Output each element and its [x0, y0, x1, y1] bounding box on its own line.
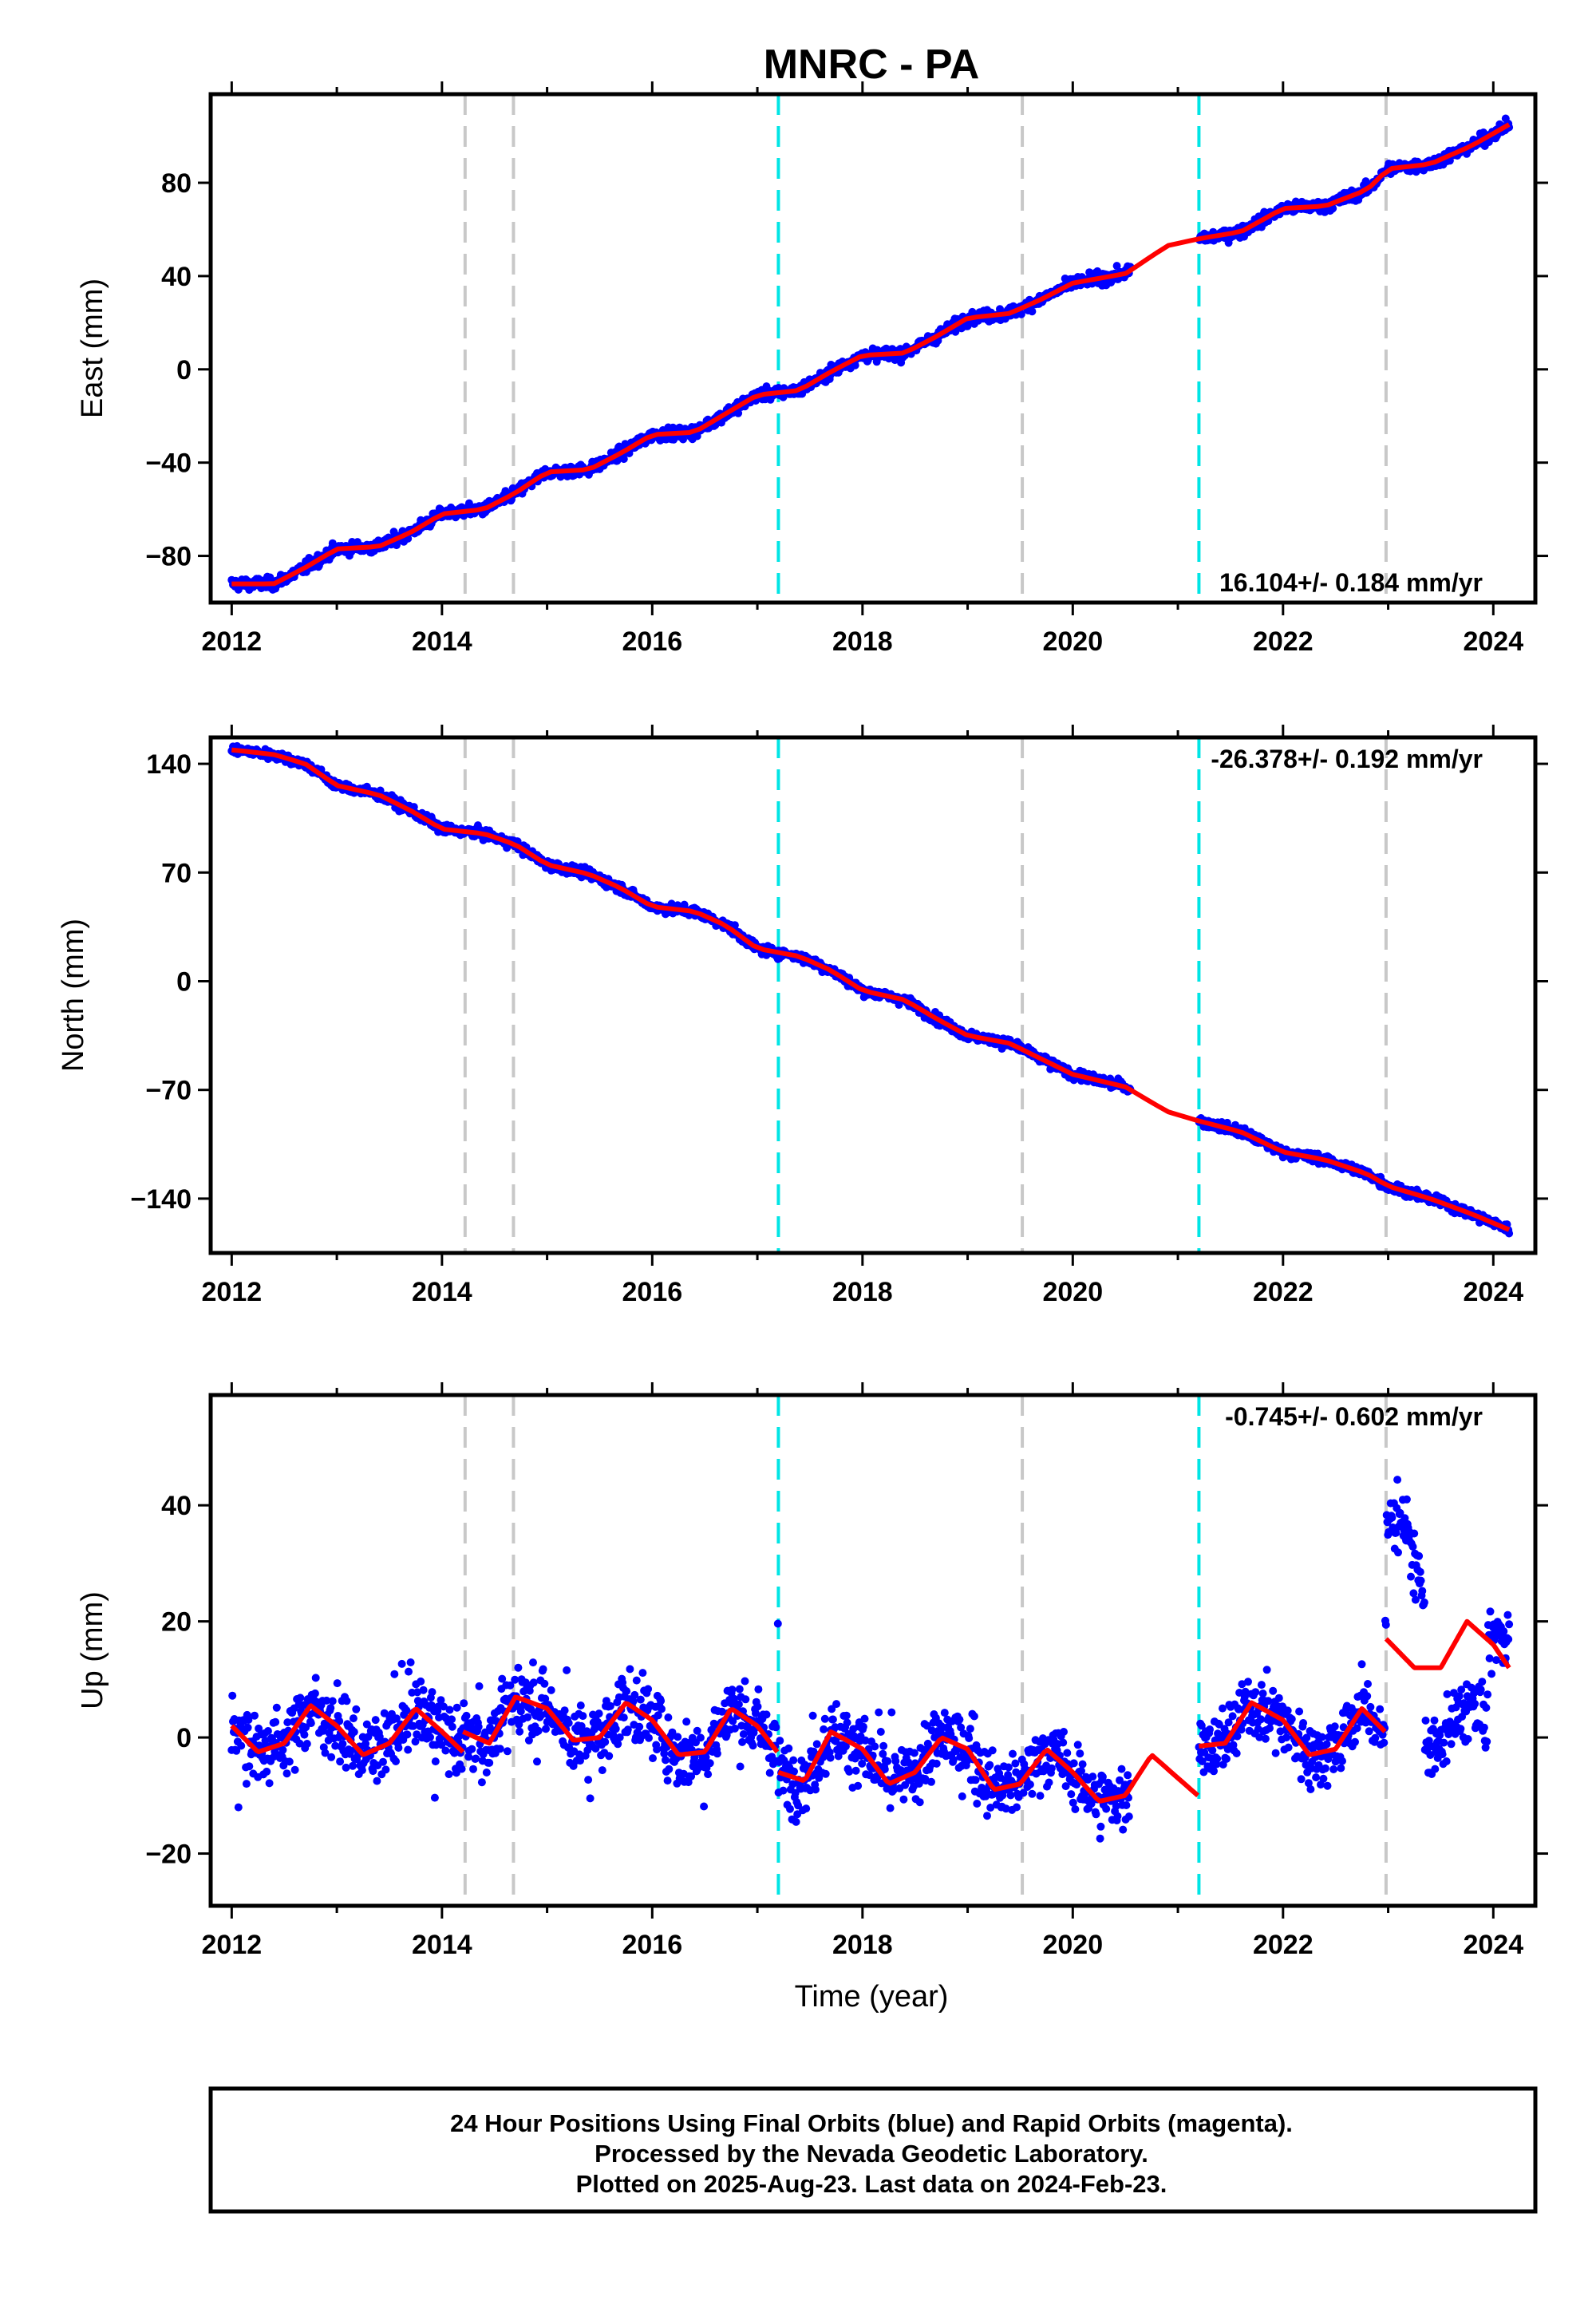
- velocity-rate: -26.378+/- 0.192 mm/yr: [1211, 745, 1483, 773]
- x-tick-label: 2012: [202, 1930, 263, 1960]
- y-axis: −80 −40 0 40 80: [145, 168, 1548, 572]
- x-tick-label: 2016: [622, 1930, 683, 1960]
- x-tick-label: 2014: [412, 626, 472, 657]
- x-axis-label: Time (year): [795, 1980, 949, 2014]
- fit-line: [230, 1703, 465, 1757]
- footer-box: 24 Hour Positions Using Final Orbits (bl…: [208, 2086, 1538, 2214]
- velocity-rate: 16.104+/- 0.184 mm/yr: [1219, 568, 1483, 597]
- velocity-rate: -0.745+/- 0.602 mm/yr: [1225, 1402, 1483, 1431]
- y-axis: −140 −70 0 70 140: [130, 749, 1548, 1215]
- x-tick-label: 2020: [1042, 626, 1103, 657]
- y-axis-label: North (mm): [57, 919, 90, 1072]
- footer-line-1: 24 Hour Positions Using Final Orbits (bl…: [450, 2109, 1293, 2137]
- y-tick-label: 40: [161, 262, 192, 292]
- plot-frame: [208, 1393, 1538, 1908]
- footer-line-3: Plotted on 2025-Aug-23. Last data on 202…: [576, 2170, 1167, 2198]
- x-tick-label: 2018: [832, 626, 893, 657]
- up-panel: 2012 2014 2016 2018 2020 2022 2024 −20 0 20 40 Up (…: [76, 1382, 1548, 1960]
- x-axis: 2012 2014 2016 2018 2020 2022 2024: [202, 1382, 1523, 1960]
- plot-area: [227, 94, 1514, 603]
- plot-title: MNRC - PA: [764, 41, 980, 88]
- x-tick-label: 2012: [202, 1277, 263, 1307]
- footer-line-2: Processed by the Nevada Geodetic Laborat…: [595, 2140, 1148, 2168]
- x-tick-label: 2024: [1463, 1277, 1523, 1307]
- y-tick-label: −20: [145, 1840, 192, 1870]
- y-tick-label: 20: [161, 1607, 192, 1638]
- x-tick-label: 2016: [622, 1277, 683, 1307]
- fit-line: [1198, 1700, 1387, 1757]
- fit-line: [461, 1694, 780, 1757]
- plot-area: [227, 737, 1514, 1253]
- y-axis: −20 0 20 40: [145, 1491, 1548, 1870]
- x-tick-label: 2022: [1253, 626, 1314, 657]
- x-tick-label: 2024: [1463, 1930, 1523, 1960]
- fit-line: [231, 122, 1511, 587]
- y-tick-label: 140: [146, 749, 192, 780]
- y-tick-label: 40: [161, 1491, 192, 1521]
- y-tick-label: 0: [176, 355, 192, 385]
- fit-line: [1384, 1618, 1511, 1670]
- x-tick-label: 2014: [412, 1277, 472, 1307]
- y-axis-label: Up (mm): [76, 1591, 109, 1709]
- x-axis: 2012 2014 2016 2018 2020 2022 2024: [202, 81, 1523, 657]
- x-tick-label: 2022: [1253, 1277, 1314, 1307]
- y-axis-label: East (mm): [76, 279, 109, 418]
- y-tick-label: −140: [130, 1184, 192, 1215]
- x-tick-label: 2020: [1042, 1930, 1103, 1960]
- y-tick-label: −40: [145, 449, 192, 479]
- plot-frame: [208, 735, 1538, 1255]
- fit-line: [231, 747, 1511, 1232]
- plot-frame: [208, 92, 1538, 605]
- x-tick-label: 2024: [1463, 626, 1523, 657]
- x-tick-label: 2020: [1042, 1277, 1103, 1307]
- y-tick-label: 0: [176, 966, 192, 997]
- plot-area: [227, 1395, 1514, 1906]
- daily-positions: [227, 1476, 1514, 1843]
- x-tick-label: 2022: [1253, 1930, 1314, 1960]
- model-fit: [230, 1618, 1511, 1804]
- y-tick-label: 0: [176, 1723, 192, 1753]
- x-tick-label: 2012: [202, 626, 263, 657]
- model-fit: [231, 747, 1511, 1232]
- x-axis: 2012 2014 2016 2018 2020 2022 2024: [202, 725, 1523, 1307]
- y-tick-label: 80: [161, 168, 192, 199]
- x-tick-label: 2016: [622, 626, 683, 657]
- fit-line: [777, 1729, 1200, 1804]
- y-tick-label: −70: [145, 1076, 192, 1106]
- y-tick-label: 70: [161, 858, 192, 888]
- east-panel: 2012 2014 2016 2018 2020 2022 2024 −80 −40 0 40 80 E…: [76, 81, 1548, 657]
- model-fit: [231, 122, 1511, 587]
- north-panel: 2012 2014 2016 2018 2020 2022 2024 −140 −70 0 70 14…: [57, 725, 1548, 1307]
- x-tick-label: 2014: [412, 1930, 472, 1960]
- y-tick-label: −80: [145, 542, 192, 572]
- x-tick-label: 2018: [832, 1930, 893, 1960]
- x-tick-label: 2018: [832, 1277, 893, 1307]
